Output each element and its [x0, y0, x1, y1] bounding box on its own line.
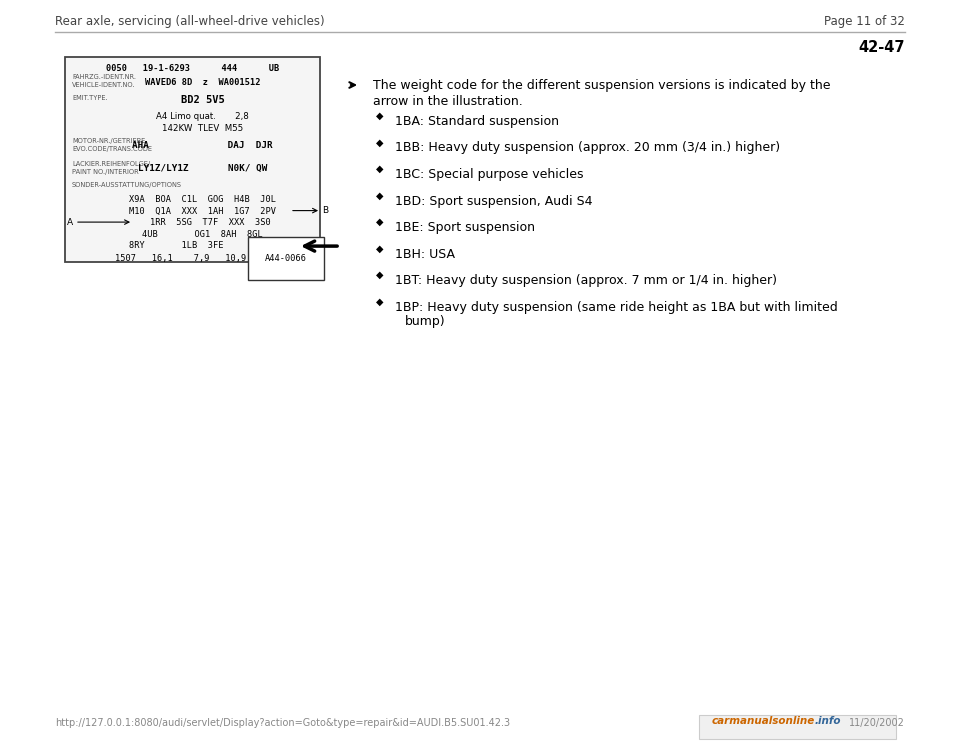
Text: 11/20/2002: 11/20/2002	[850, 718, 905, 728]
Text: ◆: ◆	[376, 297, 384, 306]
Text: 1BE: Sport suspension: 1BE: Sport suspension	[395, 221, 535, 234]
Text: SONDER-AUSSTATTUNG/OPTIONS: SONDER-AUSSTATTUNG/OPTIONS	[72, 183, 182, 188]
Bar	[65, 57, 320, 262]
Text: 142KW  TLEV  M55: 142KW TLEV M55	[162, 124, 243, 133]
Text: bump): bump)	[405, 315, 445, 327]
Text: EVO.CODE/TRANS.CODE: EVO.CODE/TRANS.CODE	[72, 145, 152, 151]
Text: carmanualsonline: carmanualsonline	[711, 716, 815, 726]
Text: ◆: ◆	[376, 137, 384, 148]
Text: BD2 5V5: BD2 5V5	[180, 95, 225, 105]
Text: M10  Q1A  XXX  1AH  1G7  2PV: M10 Q1A XXX 1AH 1G7 2PV	[129, 206, 276, 216]
Text: B: B	[322, 206, 328, 215]
Text: EMIT.TYPE.: EMIT.TYPE.	[72, 95, 108, 101]
Text: 1BD: Sport suspension, Audi S4: 1BD: Sport suspension, Audi S4	[395, 194, 592, 208]
Text: ◆: ◆	[376, 270, 384, 280]
Text: FAHRZG.-IDENT.NR.: FAHRZG.-IDENT.NR.	[72, 74, 136, 80]
Text: LY1Z/LY1Z       N0K/ QW: LY1Z/LY1Z N0K/ QW	[138, 164, 267, 173]
Text: 1BT: Heavy duty suspension (approx. 7 mm or 1/4 in. higher): 1BT: Heavy duty suspension (approx. 7 mm…	[395, 274, 777, 287]
Text: 1BP: Heavy duty suspension (same ride height as 1BA but with limited: 1BP: Heavy duty suspension (same ride he…	[395, 301, 838, 314]
Text: X9A  BOA  C1L  GOG  H4B  J0L: X9A BOA C1L GOG H4B J0L	[129, 195, 276, 204]
Text: 1BB: Heavy duty suspension (approx. 20 mm (3/4 in.) higher): 1BB: Heavy duty suspension (approx. 20 m…	[395, 142, 780, 154]
Text: VEHICLE-IDENT.NO.: VEHICLE-IDENT.NO.	[72, 82, 135, 88]
Text: PAINT NO./INTERIOR: PAINT NO./INTERIOR	[72, 168, 139, 174]
Text: .info: .info	[815, 716, 842, 726]
Text: 4UB       OG1  8AH  8GL: 4UB OG1 8AH 8GL	[142, 229, 263, 239]
FancyBboxPatch shape	[699, 715, 896, 739]
Text: ◆: ◆	[376, 191, 384, 200]
Text: arrow in the illustration.: arrow in the illustration.	[373, 95, 523, 108]
Text: http://127.0.0.1:8080/audi/servlet/Display?action=Goto&type=repair&id=AUDI.B5.SU: http://127.0.0.1:8080/audi/servlet/Displ…	[55, 718, 510, 728]
Text: 42-47: 42-47	[858, 40, 905, 55]
Text: MOTOR-NR./GETRIEBE: MOTOR-NR./GETRIEBE	[72, 137, 145, 144]
Text: Rear axle, servicing (all-wheel-drive vehicles): Rear axle, servicing (all-wheel-drive ve…	[55, 15, 324, 28]
Text: A: A	[67, 217, 73, 226]
Text: ◆: ◆	[376, 217, 384, 227]
Text: Page 11 of 32: Page 11 of 32	[824, 15, 905, 28]
Text: 1BH: USA: 1BH: USA	[395, 248, 455, 260]
Text: 8RY       1LB  3FE       1BA: 8RY 1LB 3FE 1BA	[129, 241, 276, 250]
Text: A44-0066: A44-0066	[265, 255, 307, 263]
Text: LACKIER.REIHENFOLGE/: LACKIER.REIHENFOLGE/	[72, 160, 150, 167]
Text: 1507   16,1    7,9   10,9  259: 1507 16,1 7,9 10,9 259	[115, 254, 273, 263]
Text: 1RR  5SG  T7F  XXX  3S0: 1RR 5SG T7F XXX 3S0	[150, 218, 271, 227]
Text: The weight code for the different suspension versions is indicated by the: The weight code for the different suspen…	[373, 79, 830, 92]
Text: A4 Limo quat.       2,8: A4 Limo quat. 2,8	[156, 112, 249, 121]
Text: 1BC: Special purpose vehicles: 1BC: Special purpose vehicles	[395, 168, 584, 181]
Text: ◆: ◆	[376, 164, 384, 174]
Text: 1BA: Standard suspension: 1BA: Standard suspension	[395, 115, 559, 128]
Text: ◆: ◆	[376, 243, 384, 254]
Text: AHA              DAJ  DJR: AHA DAJ DJR	[132, 141, 273, 150]
Text: 0050   19-1-6293      444      UB: 0050 19-1-6293 444 UB	[106, 64, 279, 73]
Text: ◆: ◆	[376, 111, 384, 121]
Text: WAVED6 8D  z  WA001512: WAVED6 8D z WA001512	[145, 78, 260, 87]
